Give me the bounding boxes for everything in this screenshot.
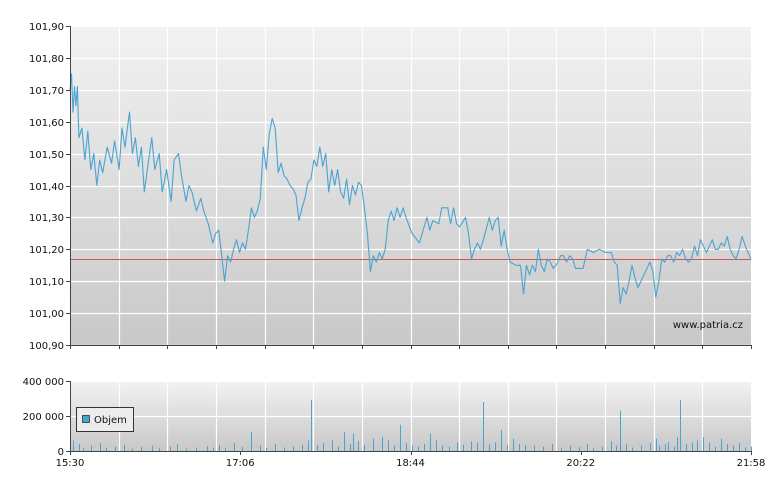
volume-y-tick-label: 0 bbox=[58, 447, 64, 458]
price-y-tick-label: 101,10 bbox=[29, 277, 64, 288]
price-grid bbox=[70, 25, 751, 347]
x-tick-label: 20:22 bbox=[566, 458, 595, 469]
price-y-tick-label: 101,00 bbox=[29, 309, 64, 320]
legend-swatch bbox=[82, 415, 90, 423]
price-y-axis: 101,90 101,80 101,70 101,60 101,50 101,40 101,… bbox=[29, 22, 70, 352]
volume-y-tick-label: 200 000 bbox=[23, 412, 64, 423]
legend-label: Objem bbox=[94, 415, 127, 426]
volume-bars bbox=[70, 400, 752, 451]
x-tick-label: 18:44 bbox=[396, 458, 425, 469]
price-y-tick-label: 101,90 bbox=[29, 22, 64, 33]
volume-legend: Objem bbox=[76, 407, 134, 432]
x-tick-label: 15:30 bbox=[56, 458, 85, 469]
price-y-tick-label: 101,50 bbox=[29, 150, 64, 161]
price-y-tick-label: 101,40 bbox=[29, 182, 64, 193]
price-x-ticks bbox=[70, 345, 752, 349]
price-y-tick-label: 101,20 bbox=[29, 245, 64, 256]
volume-y-axis: 400 000 200 000 0 bbox=[23, 377, 70, 458]
volume-x-axis-labels: 15:30 17:06 18:44 20:22 21:58 bbox=[56, 451, 766, 469]
price-y-tick-label: 101,80 bbox=[29, 54, 64, 65]
watermark: www.patria.cz bbox=[673, 320, 743, 331]
x-tick-label: 17:06 bbox=[226, 458, 255, 469]
volume-y-tick-label: 400 000 bbox=[23, 377, 64, 388]
volume-grid bbox=[70, 380, 751, 451]
volume-chart-panel: 400 000 200 000 0 15:30 17:06 18:44 20:22 21:5… bbox=[23, 377, 766, 469]
price-y-tick-label: 101,70 bbox=[29, 86, 64, 97]
price-y-tick-label: 101,60 bbox=[29, 118, 64, 129]
price-y-tick-label: 100,90 bbox=[29, 341, 64, 352]
price-y-tick-label: 101,30 bbox=[29, 213, 64, 224]
x-tick-label: 21:58 bbox=[737, 458, 766, 469]
price-chart-panel: 101,90 101,80 101,70 101,60 101,50 101,40 101,… bbox=[29, 22, 752, 352]
price-series-line bbox=[69, 73, 752, 305]
